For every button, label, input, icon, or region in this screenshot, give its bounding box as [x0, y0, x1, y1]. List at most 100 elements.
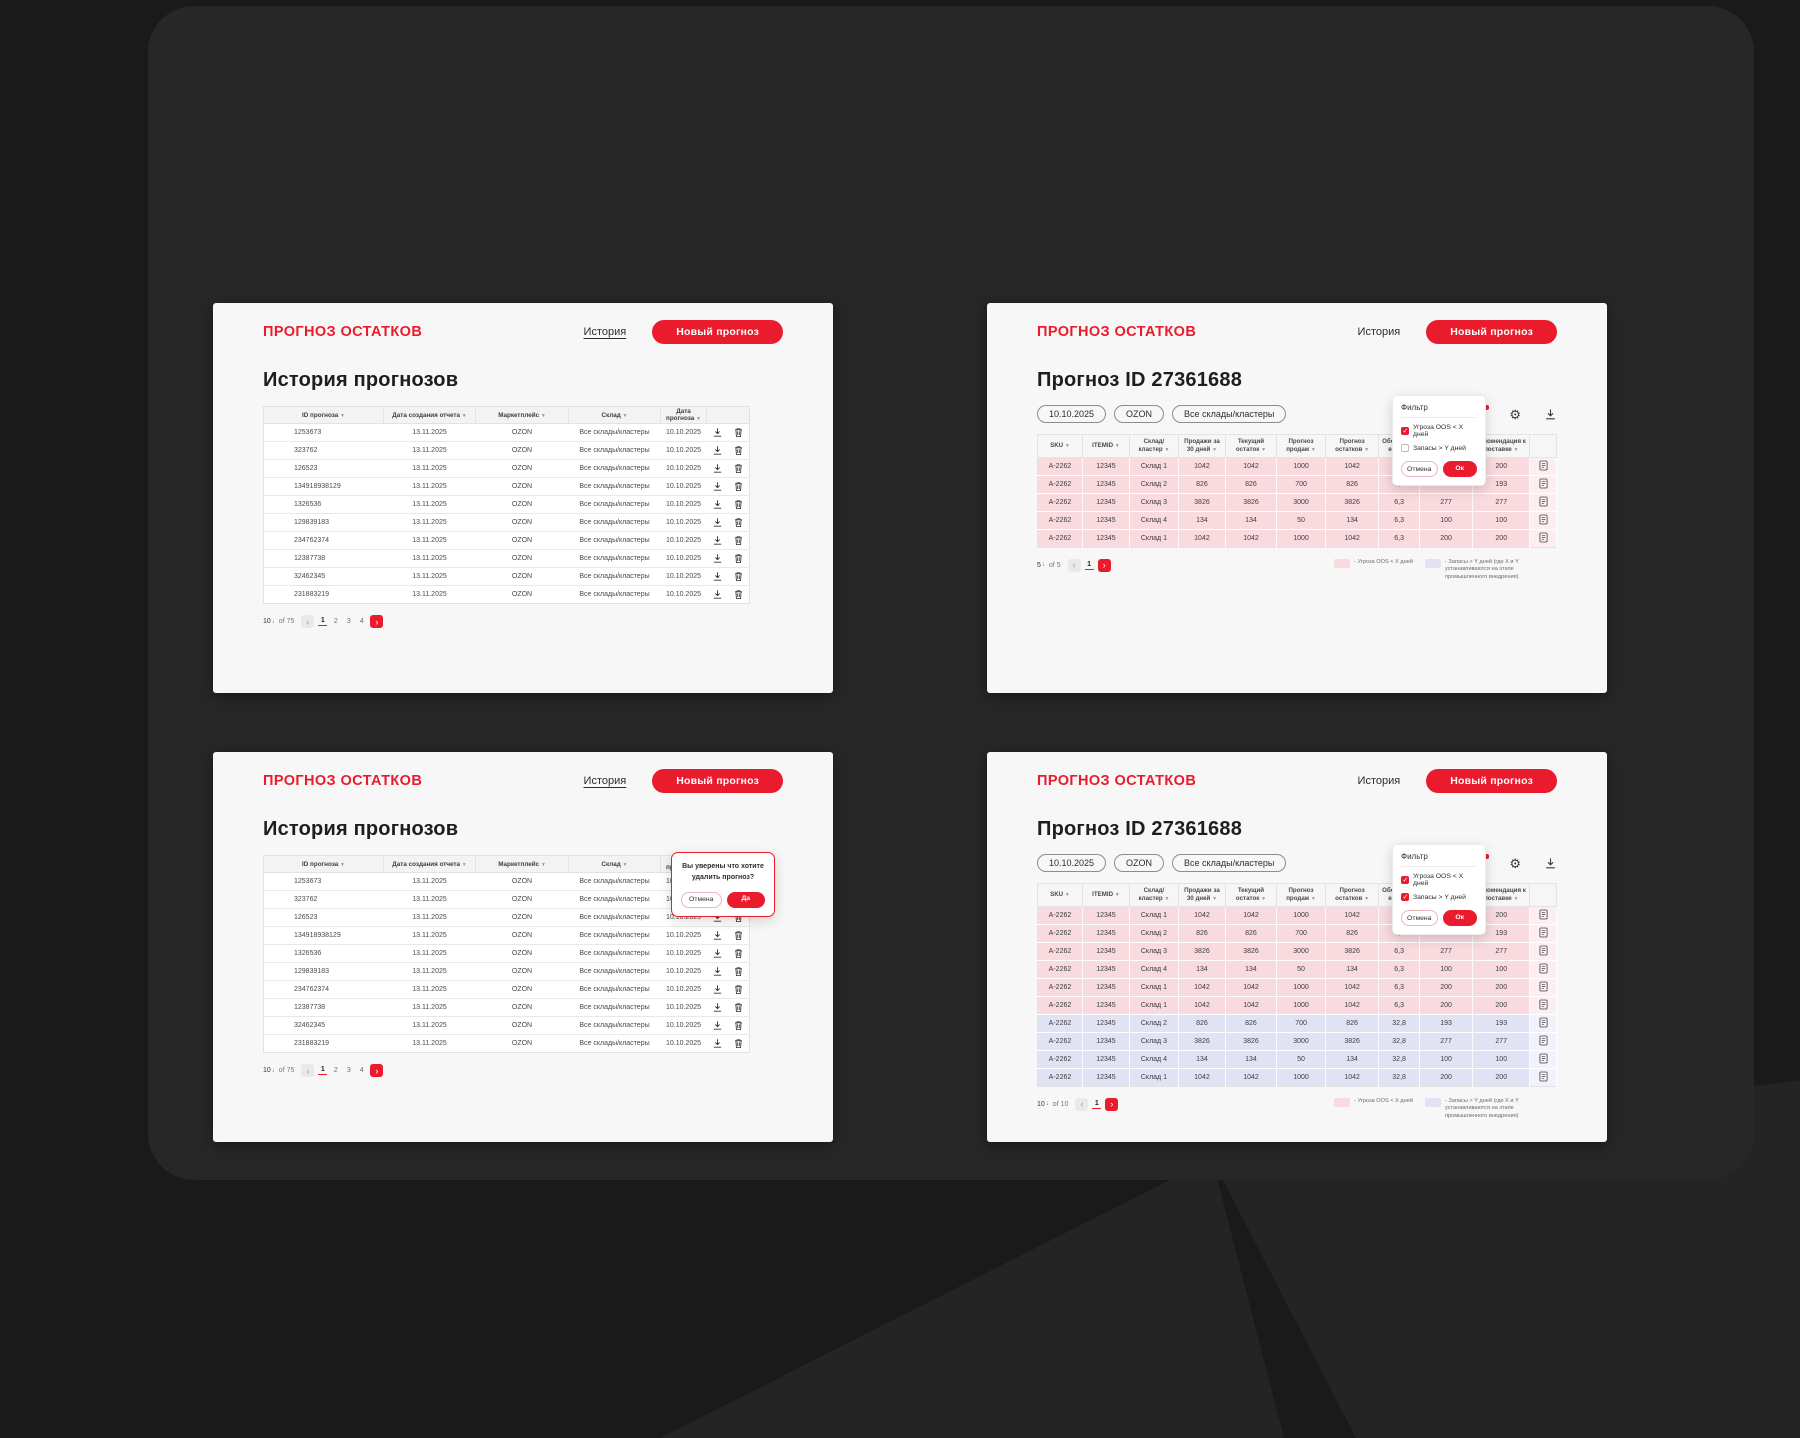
prev-page-button[interactable]: ‹: [1075, 1097, 1089, 1111]
download-icon[interactable]: [712, 984, 723, 995]
trash-icon[interactable]: [733, 571, 744, 582]
new-forecast-button[interactable]: Новый прогноз: [652, 769, 783, 793]
cancel-button[interactable]: Отмена: [1401, 461, 1438, 477]
page-number-4[interactable]: 4: [359, 617, 364, 625]
warehouse-chip[interactable]: Все склады/кластеры: [1172, 854, 1287, 872]
trash-icon[interactable]: [733, 966, 744, 977]
col-header-stock[interactable]: Текущий остаток ▼: [1224, 883, 1278, 907]
page-number-1[interactable]: 1: [1084, 561, 1094, 570]
trash-icon[interactable]: [733, 535, 744, 546]
date-chip[interactable]: 10.10.2025: [1037, 405, 1107, 423]
page-number-4[interactable]: 4: [359, 1066, 364, 1074]
page-size-select[interactable]: 10 ↓: [1037, 1100, 1049, 1108]
download-icon[interactable]: [712, 571, 723, 582]
new-forecast-button[interactable]: Новый прогноз: [652, 320, 783, 344]
page-number-1[interactable]: 1: [318, 1066, 328, 1075]
page-number-1[interactable]: 1: [1092, 1100, 1102, 1109]
report-icon[interactable]: [1539, 496, 1548, 507]
download-icon[interactable]: [712, 499, 723, 510]
col-header-recommendation[interactable]: Рекомендация к поставке ▼: [1472, 883, 1531, 907]
page-number-2[interactable]: 2: [333, 617, 338, 625]
nav-history-link[interactable]: История: [583, 326, 627, 338]
warehouse-chip[interactable]: Все склады/кластеры: [1172, 405, 1287, 423]
trash-icon[interactable]: [733, 1038, 744, 1049]
page-number-2[interactable]: 2: [333, 1066, 338, 1074]
trash-icon[interactable]: [733, 930, 744, 941]
trash-icon[interactable]: [733, 589, 744, 600]
next-page-button[interactable]: ›: [370, 615, 384, 628]
col-header-sku[interactable]: SKU ▼: [1037, 883, 1083, 907]
col-header-sales30[interactable]: Продажи за 30 дней ▼: [1177, 434, 1226, 458]
report-icon[interactable]: [1539, 478, 1548, 489]
trash-icon[interactable]: [733, 553, 744, 564]
nav-history-link[interactable]: История: [1357, 775, 1401, 787]
next-page-button[interactable]: ›: [1105, 1097, 1119, 1111]
col-header-warehouse[interactable]: Склад/кластер ▼: [1128, 883, 1179, 907]
col-header-created[interactable]: Дата создания отчета ▼: [383, 406, 476, 424]
report-icon[interactable]: [1539, 963, 1548, 974]
col-header-sales-forecast[interactable]: Прогноз продаж ▼: [1276, 434, 1327, 458]
checkbox-checked-icon[interactable]: [1401, 427, 1409, 435]
report-icon[interactable]: [1539, 981, 1548, 992]
nav-history-link[interactable]: История: [1357, 326, 1401, 338]
col-header-itemid[interactable]: ITEMID ▼: [1081, 883, 1130, 907]
marketplace-chip[interactable]: OZON: [1114, 854, 1165, 872]
next-page-button[interactable]: ›: [1097, 558, 1111, 572]
report-icon[interactable]: [1539, 460, 1548, 471]
trash-icon[interactable]: [733, 984, 744, 995]
marketplace-chip[interactable]: OZON: [1114, 405, 1165, 423]
col-header-sales-forecast[interactable]: Прогноз продаж ▼: [1276, 883, 1327, 907]
ok-button[interactable]: Ок: [1442, 910, 1477, 926]
checkbox-checked-icon[interactable]: [1401, 893, 1409, 901]
trash-icon[interactable]: [733, 1002, 744, 1013]
page-number-3[interactable]: 3: [346, 617, 351, 625]
trash-icon[interactable]: [733, 517, 744, 528]
download-icon[interactable]: [712, 589, 723, 600]
col-header-id[interactable]: ID прогноза ▼: [263, 855, 384, 873]
download-icon[interactable]: [712, 427, 723, 438]
ok-button[interactable]: Ок: [1442, 461, 1477, 477]
col-header-stock-forecast[interactable]: Прогноз остатков ▼: [1325, 434, 1380, 458]
filter-option-stock[interactable]: Запасы > Y дней: [1401, 444, 1477, 452]
col-header-created[interactable]: Дата создания отчета ▼: [383, 855, 476, 873]
download-icon[interactable]: [712, 463, 723, 474]
report-icon[interactable]: [1539, 514, 1548, 525]
trash-icon[interactable]: [733, 463, 744, 474]
prev-page-button[interactable]: ‹: [1067, 558, 1081, 572]
page-size-select[interactable]: 10 ↓: [263, 618, 275, 625]
download-icon[interactable]: [1544, 408, 1557, 421]
download-icon[interactable]: [712, 535, 723, 546]
prev-page-button[interactable]: ‹: [301, 1064, 315, 1077]
report-icon[interactable]: [1539, 927, 1548, 938]
col-header-itemid[interactable]: ITEMID ▼: [1081, 434, 1130, 458]
download-icon[interactable]: [1544, 857, 1557, 870]
download-icon[interactable]: [712, 553, 723, 564]
col-header-marketplace[interactable]: Маркетплейс ▼: [475, 406, 569, 424]
download-icon[interactable]: [712, 930, 723, 941]
col-header-warehouse[interactable]: Склад ▼: [568, 406, 661, 424]
new-forecast-button[interactable]: Новый прогноз: [1426, 320, 1557, 344]
new-forecast-button[interactable]: Новый прогноз: [1426, 769, 1557, 793]
download-icon[interactable]: [712, 445, 723, 456]
filter-option-oos[interactable]: Угроза OOS < X дней: [1401, 424, 1477, 438]
trash-icon[interactable]: [733, 948, 744, 959]
report-icon[interactable]: [1539, 532, 1548, 543]
col-header-sales30[interactable]: Продажи за 30 дней ▼: [1177, 883, 1226, 907]
confirm-delete-button[interactable]: Да: [726, 891, 765, 908]
download-icon[interactable]: [712, 1002, 723, 1013]
page-size-select[interactable]: 10 ↓: [263, 1067, 275, 1074]
settings-gear-icon[interactable]: ⚙: [1509, 855, 1521, 871]
page-size-select[interactable]: 5 ↓: [1037, 561, 1045, 569]
download-icon[interactable]: [712, 1020, 723, 1031]
report-icon[interactable]: [1539, 1053, 1548, 1064]
report-icon[interactable]: [1539, 945, 1548, 956]
date-chip[interactable]: 10.10.2025: [1037, 854, 1107, 872]
checkbox-unchecked-icon[interactable]: [1401, 444, 1409, 452]
col-header-stock[interactable]: Текущий остаток ▼: [1224, 434, 1278, 458]
col-header-forecast-date[interactable]: Дата прогноза ▼: [660, 406, 707, 424]
report-icon[interactable]: [1539, 1071, 1548, 1082]
download-icon[interactable]: [712, 966, 723, 977]
cancel-button[interactable]: Отмена: [1401, 910, 1438, 926]
col-header-id[interactable]: ID прогноза ▼: [263, 406, 384, 424]
trash-icon[interactable]: [733, 1020, 744, 1031]
